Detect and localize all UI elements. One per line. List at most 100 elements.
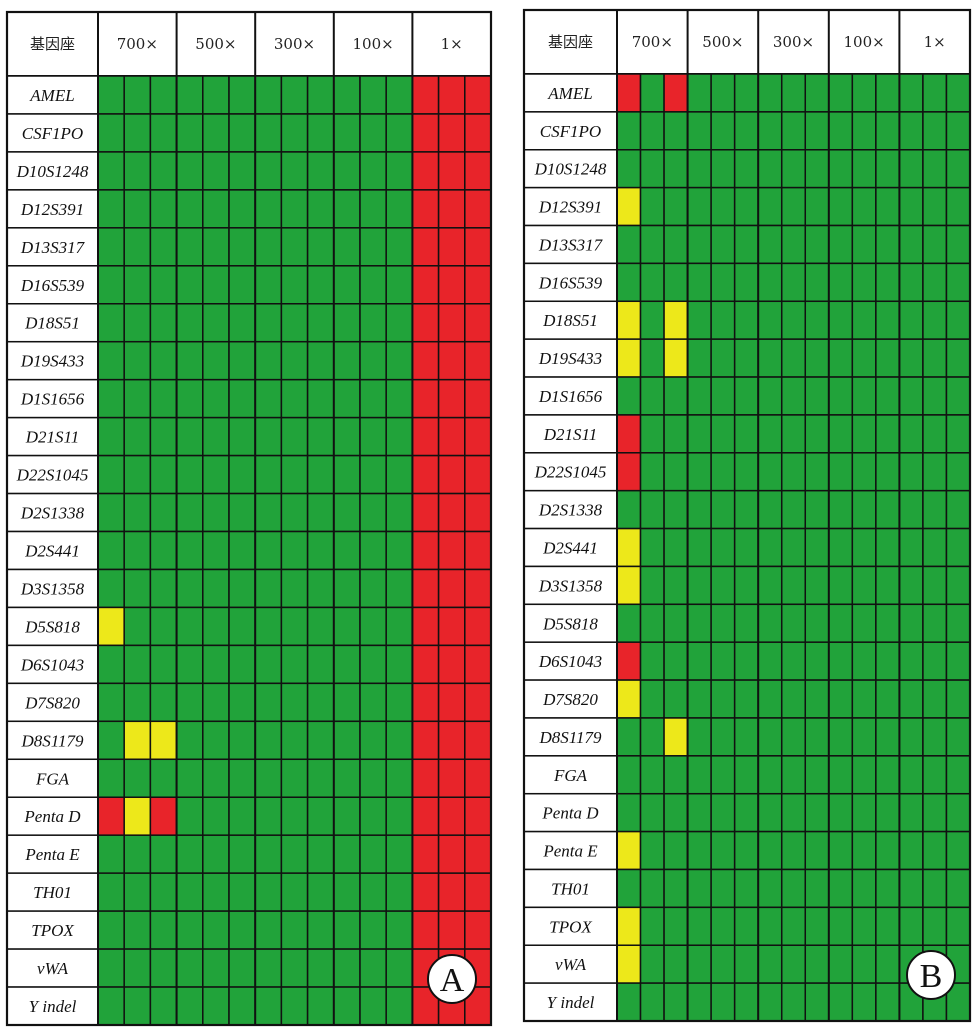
heatmap-cell <box>306 720 335 761</box>
heatmap-cell <box>333 530 361 571</box>
panel-label-badge <box>906 950 956 1000</box>
heatmap-cell <box>464 492 492 533</box>
heatmap-cell <box>663 224 689 265</box>
locus-label: D5S818 <box>24 617 80 636</box>
heatmap-cell <box>254 606 283 647</box>
heatmap-cell <box>333 416 361 457</box>
locus-label: D13S317 <box>20 238 86 257</box>
heatmap-cell <box>828 452 854 492</box>
heatmap-cell <box>202 340 230 381</box>
heatmap-cell <box>97 113 125 153</box>
heatmap-cell <box>780 73 807 113</box>
heatmap-cell <box>616 792 642 833</box>
heatmap-cell <box>123 75 152 115</box>
locus-label: Y indel <box>547 993 595 1012</box>
heatmap-cell <box>875 641 901 681</box>
heatmap-cell <box>757 679 783 719</box>
heatmap-cell <box>149 265 178 305</box>
heatmap-cell <box>411 568 440 609</box>
heatmap-cell <box>639 111 665 151</box>
locus-label: D1S1656 <box>20 390 85 409</box>
heatmap-cell <box>639 830 665 871</box>
heatmap-cell <box>663 73 689 113</box>
heatmap-cell <box>385 303 414 343</box>
heatmap-cell <box>945 603 971 643</box>
heatmap-cell <box>280 796 309 836</box>
heatmap-cell <box>385 530 414 571</box>
heatmap-cell <box>306 75 335 115</box>
heatmap-cell <box>123 416 152 457</box>
heatmap-cell <box>97 378 125 419</box>
heatmap-cell <box>149 758 178 798</box>
heatmap-cell <box>175 189 204 229</box>
heatmap-cell <box>97 568 125 609</box>
header-locus-label: 基因座 <box>30 35 75 53</box>
row-label-cell <box>6 986 99 1026</box>
heatmap-cell <box>828 792 854 833</box>
heatmap-cell <box>385 75 414 115</box>
heatmap-cell <box>280 265 309 305</box>
heatmap-cell <box>710 414 736 454</box>
heatmap-cell <box>780 717 807 757</box>
heatmap-cell <box>710 717 736 757</box>
heatmap-cell <box>710 111 736 151</box>
heatmap-cell <box>616 868 642 909</box>
heatmap-cell <box>254 189 283 229</box>
heatmap-cell <box>851 186 877 227</box>
heatmap-cell <box>780 149 807 189</box>
heatmap-cell <box>945 186 971 227</box>
heatmap-cell <box>333 720 361 761</box>
heatmap-cell <box>616 755 642 795</box>
heatmap-cell <box>757 414 783 454</box>
heatmap-cell <box>411 834 440 874</box>
heatmap-cell <box>780 792 807 833</box>
heatmap-cell <box>306 303 335 343</box>
heatmap-cell <box>851 868 877 909</box>
heatmap-cell <box>686 679 712 719</box>
heatmap-cell <box>780 452 807 492</box>
heatmap-cell <box>97 606 125 647</box>
locus-label: TPOX <box>549 917 592 936</box>
heatmap-cell <box>359 75 387 115</box>
heatmap-cell <box>333 986 361 1026</box>
heatmap-cell <box>780 111 807 151</box>
heatmap-cell <box>780 527 807 568</box>
heatmap-cell <box>616 111 642 151</box>
heatmap-cell <box>175 151 204 191</box>
heatmap-cell <box>710 489 736 530</box>
heatmap-cell <box>710 262 736 303</box>
heatmap-cell <box>898 641 924 681</box>
heatmap-cell <box>686 565 712 606</box>
heatmap-cell <box>359 568 387 609</box>
heatmap-cell <box>686 149 712 189</box>
heatmap-cell <box>875 338 901 378</box>
locus-label: AMEL <box>29 86 74 105</box>
heatmap-cell <box>411 720 440 761</box>
heatmap-cell <box>639 338 665 378</box>
heatmap-cell <box>333 454 361 495</box>
heatmap-cell <box>780 906 807 946</box>
heatmap-cell <box>757 565 783 606</box>
row-label-cell <box>523 603 618 643</box>
heatmap-cell <box>639 603 665 643</box>
heatmap-cell <box>254 948 283 988</box>
heatmap-cell <box>851 679 877 719</box>
heatmap-cell <box>464 340 492 381</box>
heatmap-cell <box>228 644 256 685</box>
heatmap-cell <box>306 910 335 950</box>
heatmap-cell <box>686 527 712 568</box>
heatmap-cell <box>922 527 948 568</box>
heatmap-cell <box>639 944 665 984</box>
heatmap-cell <box>228 189 256 229</box>
row-label-cell <box>6 303 99 343</box>
heatmap-cell <box>280 378 309 419</box>
heatmap-cell <box>123 454 152 495</box>
heatmap-cell <box>851 376 877 416</box>
locus-label: D8S1179 <box>538 728 602 747</box>
heatmap-cell <box>663 717 689 757</box>
locus-label: D12S391 <box>538 198 602 217</box>
heatmap-cell <box>97 986 125 1026</box>
heatmap-cell <box>663 982 689 1022</box>
heatmap-cell <box>851 111 877 151</box>
heatmap-cell <box>123 606 152 647</box>
